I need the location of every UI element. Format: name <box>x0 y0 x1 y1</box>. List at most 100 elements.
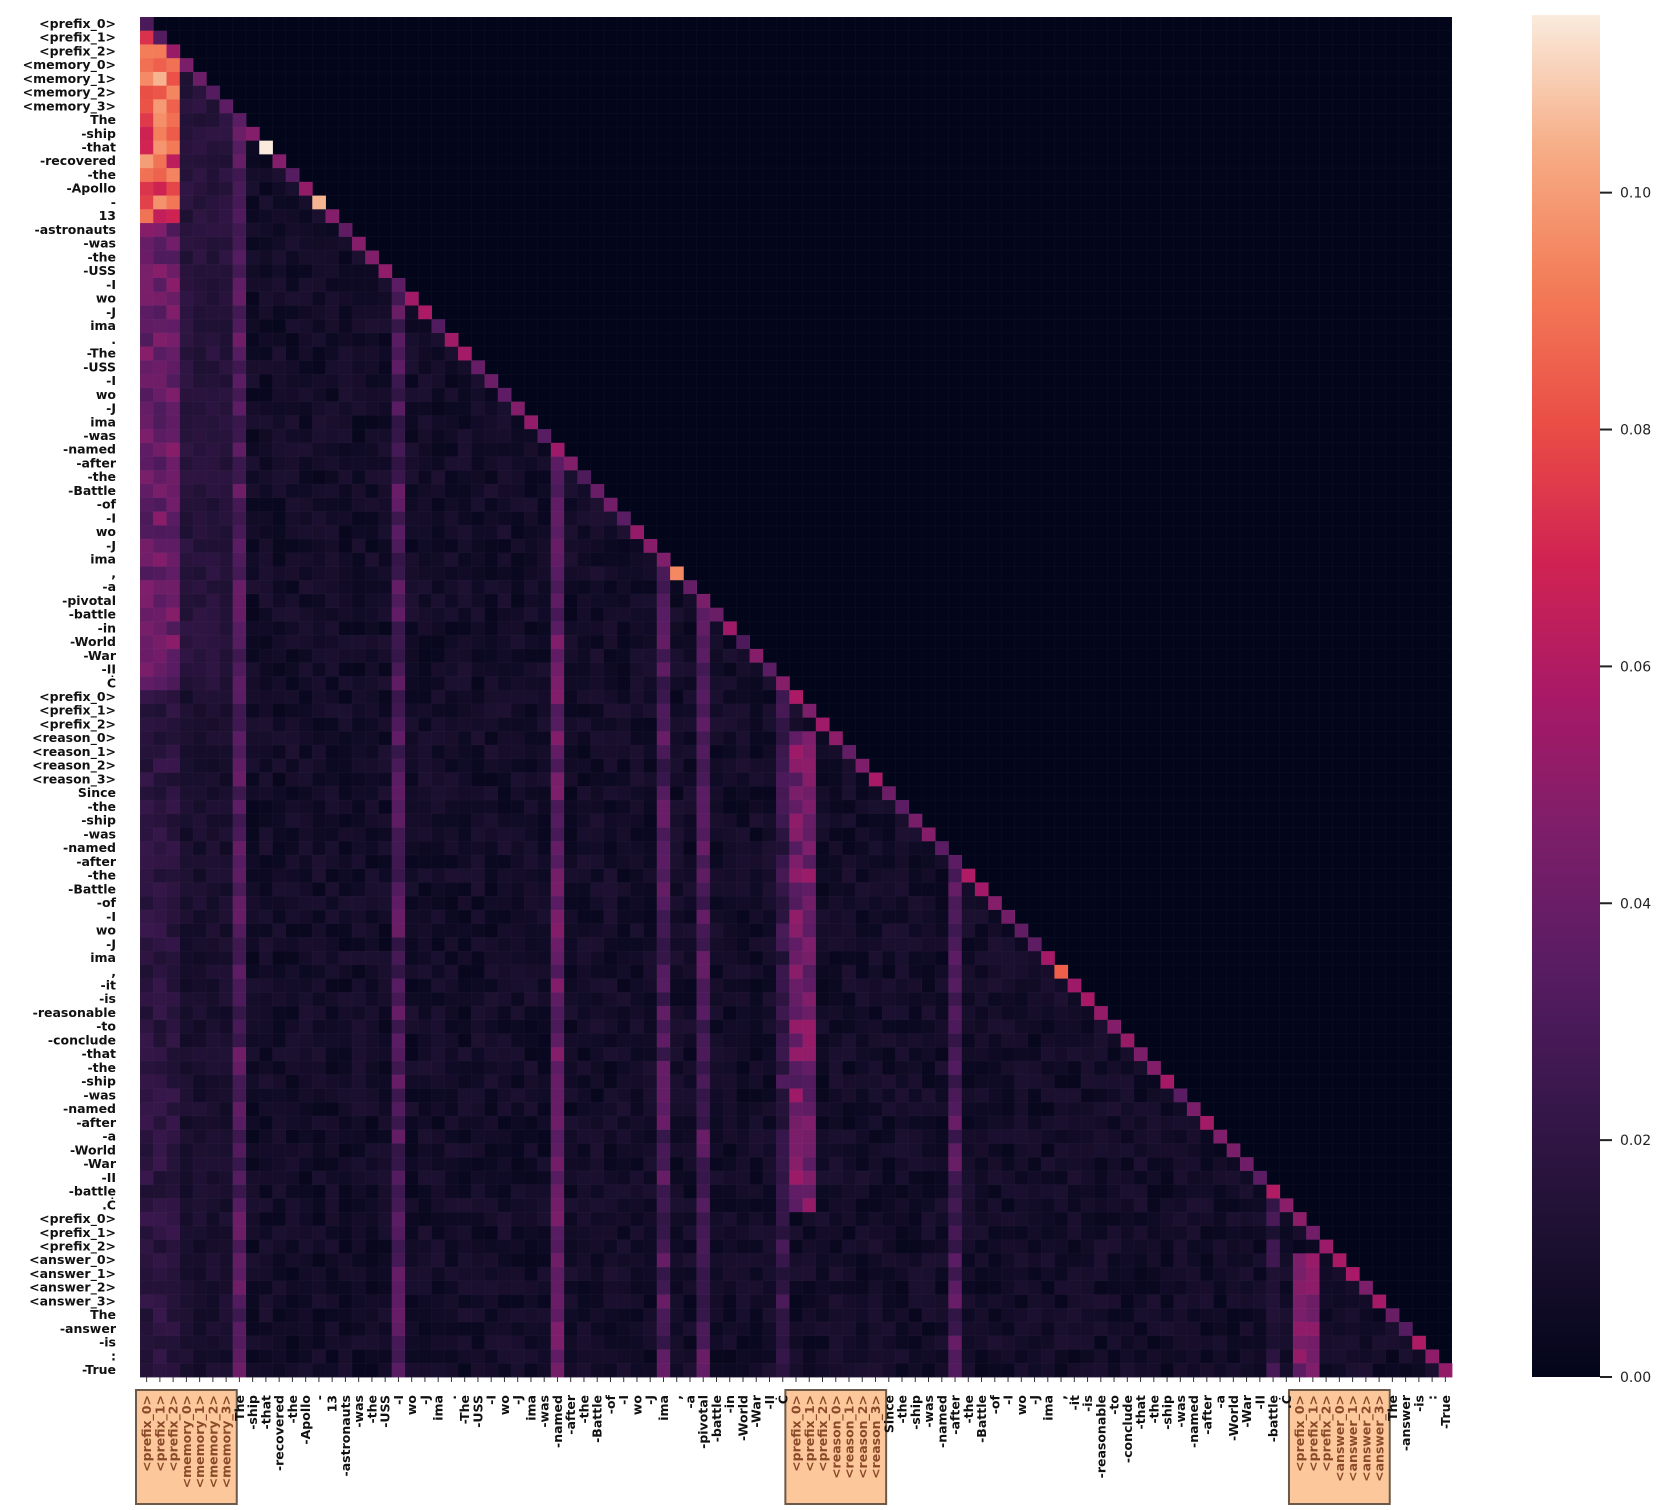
heatmap-cell <box>418 1350 432 1364</box>
heatmap-cell <box>1187 1130 1201 1144</box>
heatmap-cell <box>233 649 247 663</box>
heatmap-cell <box>829 910 843 924</box>
heatmap-cell <box>167 635 181 649</box>
heatmap-cell <box>365 264 379 278</box>
heatmap-cell <box>789 1061 803 1075</box>
heatmap-cell <box>167 402 181 416</box>
heatmap-cell <box>948 1116 962 1130</box>
heatmap-cell <box>670 910 684 924</box>
heatmap-cell <box>1068 1336 1082 1350</box>
heatmap-cell <box>312 1308 326 1322</box>
heatmap-cell <box>273 869 287 883</box>
heatmap-cell <box>140 731 154 745</box>
heatmap-cell <box>789 1308 803 1322</box>
heatmap-cell <box>458 786 472 800</box>
heatmap-cell <box>564 1143 578 1157</box>
heatmap-cell <box>789 1102 803 1116</box>
heatmap-cell <box>750 759 764 773</box>
heatmap-cell <box>206 360 220 374</box>
heatmap-cell <box>935 869 949 883</box>
heatmap-cell <box>617 1336 631 1350</box>
heatmap-cell <box>471 457 485 471</box>
heatmap-cell <box>246 841 260 855</box>
heatmap-cell <box>829 992 843 1006</box>
heatmap-cell <box>922 992 936 1006</box>
heatmap-cell <box>233 786 247 800</box>
heatmap-cell <box>816 1226 830 1240</box>
heatmap-cell <box>1187 1350 1201 1364</box>
heatmap-cell <box>1041 1102 1055 1116</box>
heatmap-cell <box>418 374 432 388</box>
heatmap-cell <box>1213 1308 1227 1322</box>
heatmap-cell <box>140 649 154 663</box>
heatmap-cell <box>140 512 154 526</box>
heatmap-cell <box>1028 1198 1042 1212</box>
heatmap-cell <box>1160 1212 1174 1226</box>
heatmap-cell <box>604 566 618 580</box>
heatmap-cell <box>445 388 459 402</box>
heatmap-cell <box>312 470 326 484</box>
heatmap-cell <box>538 1006 552 1020</box>
heatmap-cell <box>485 402 499 416</box>
heatmap-cell <box>538 1350 552 1364</box>
heatmap-cell <box>312 209 326 223</box>
heatmap-cell <box>551 704 565 718</box>
heatmap-cell <box>259 937 273 951</box>
heatmap-cell <box>193 86 207 100</box>
heatmap-cell <box>538 429 552 443</box>
heatmap-cell <box>1015 1034 1029 1048</box>
heatmap-cell <box>948 1240 962 1254</box>
heatmap-cell <box>405 429 419 443</box>
heatmap-cell <box>776 924 790 938</box>
heatmap-cell <box>206 1363 220 1377</box>
heatmap-cell <box>511 704 525 718</box>
heatmap-cell <box>485 608 499 622</box>
heatmap-cell <box>206 512 220 526</box>
heatmap-cell <box>246 1047 260 1061</box>
heatmap-cell <box>604 635 618 649</box>
heatmap-cell <box>551 649 565 663</box>
heatmap-cell <box>763 1089 777 1103</box>
heatmap-cell <box>1187 1281 1201 1295</box>
heatmap-cell <box>167 1143 181 1157</box>
heatmap-cell <box>1412 1363 1426 1377</box>
heatmap-cell <box>233 223 247 237</box>
heatmap-cell <box>1028 979 1042 993</box>
heatmap-cell <box>339 1143 353 1157</box>
heatmap-cell <box>1266 1198 1280 1212</box>
heatmap-cell <box>789 1047 803 1061</box>
heatmap-cell <box>167 759 181 773</box>
heatmap-cell <box>498 635 512 649</box>
heatmap-cell <box>273 525 287 539</box>
heatmap-cell <box>352 608 366 622</box>
heatmap-cell <box>630 663 644 677</box>
heatmap-cell <box>365 855 379 869</box>
heatmap-cell <box>153 1267 167 1281</box>
heatmap-cell <box>803 1171 817 1185</box>
heatmap-cell <box>1028 1350 1042 1364</box>
heatmap-cell <box>379 828 393 842</box>
heatmap-cell <box>352 745 366 759</box>
heatmap-cell <box>842 882 856 896</box>
heatmap-cell <box>1081 1006 1095 1020</box>
heatmap-cell <box>723 745 737 759</box>
heatmap-cell <box>564 841 578 855</box>
heatmap-cell <box>286 855 300 869</box>
heatmap-cell <box>1293 1308 1307 1322</box>
heatmap-cell <box>617 773 631 787</box>
heatmap-cell <box>511 869 525 883</box>
heatmap-cell <box>273 992 287 1006</box>
heatmap-cell <box>909 1281 923 1295</box>
heatmap-cell <box>167 1295 181 1309</box>
heatmap-cell <box>922 1281 936 1295</box>
heatmap-cell <box>697 1212 711 1226</box>
heatmap-cell <box>524 594 538 608</box>
heatmap-cell <box>458 443 472 457</box>
heatmap-cell <box>365 745 379 759</box>
heatmap-cell <box>816 1295 830 1309</box>
heatmap-cell <box>577 1363 591 1377</box>
heatmap-cell <box>206 855 220 869</box>
heatmap-cell <box>524 855 538 869</box>
heatmap-cell <box>842 759 856 773</box>
heatmap-cell <box>591 1006 605 1020</box>
